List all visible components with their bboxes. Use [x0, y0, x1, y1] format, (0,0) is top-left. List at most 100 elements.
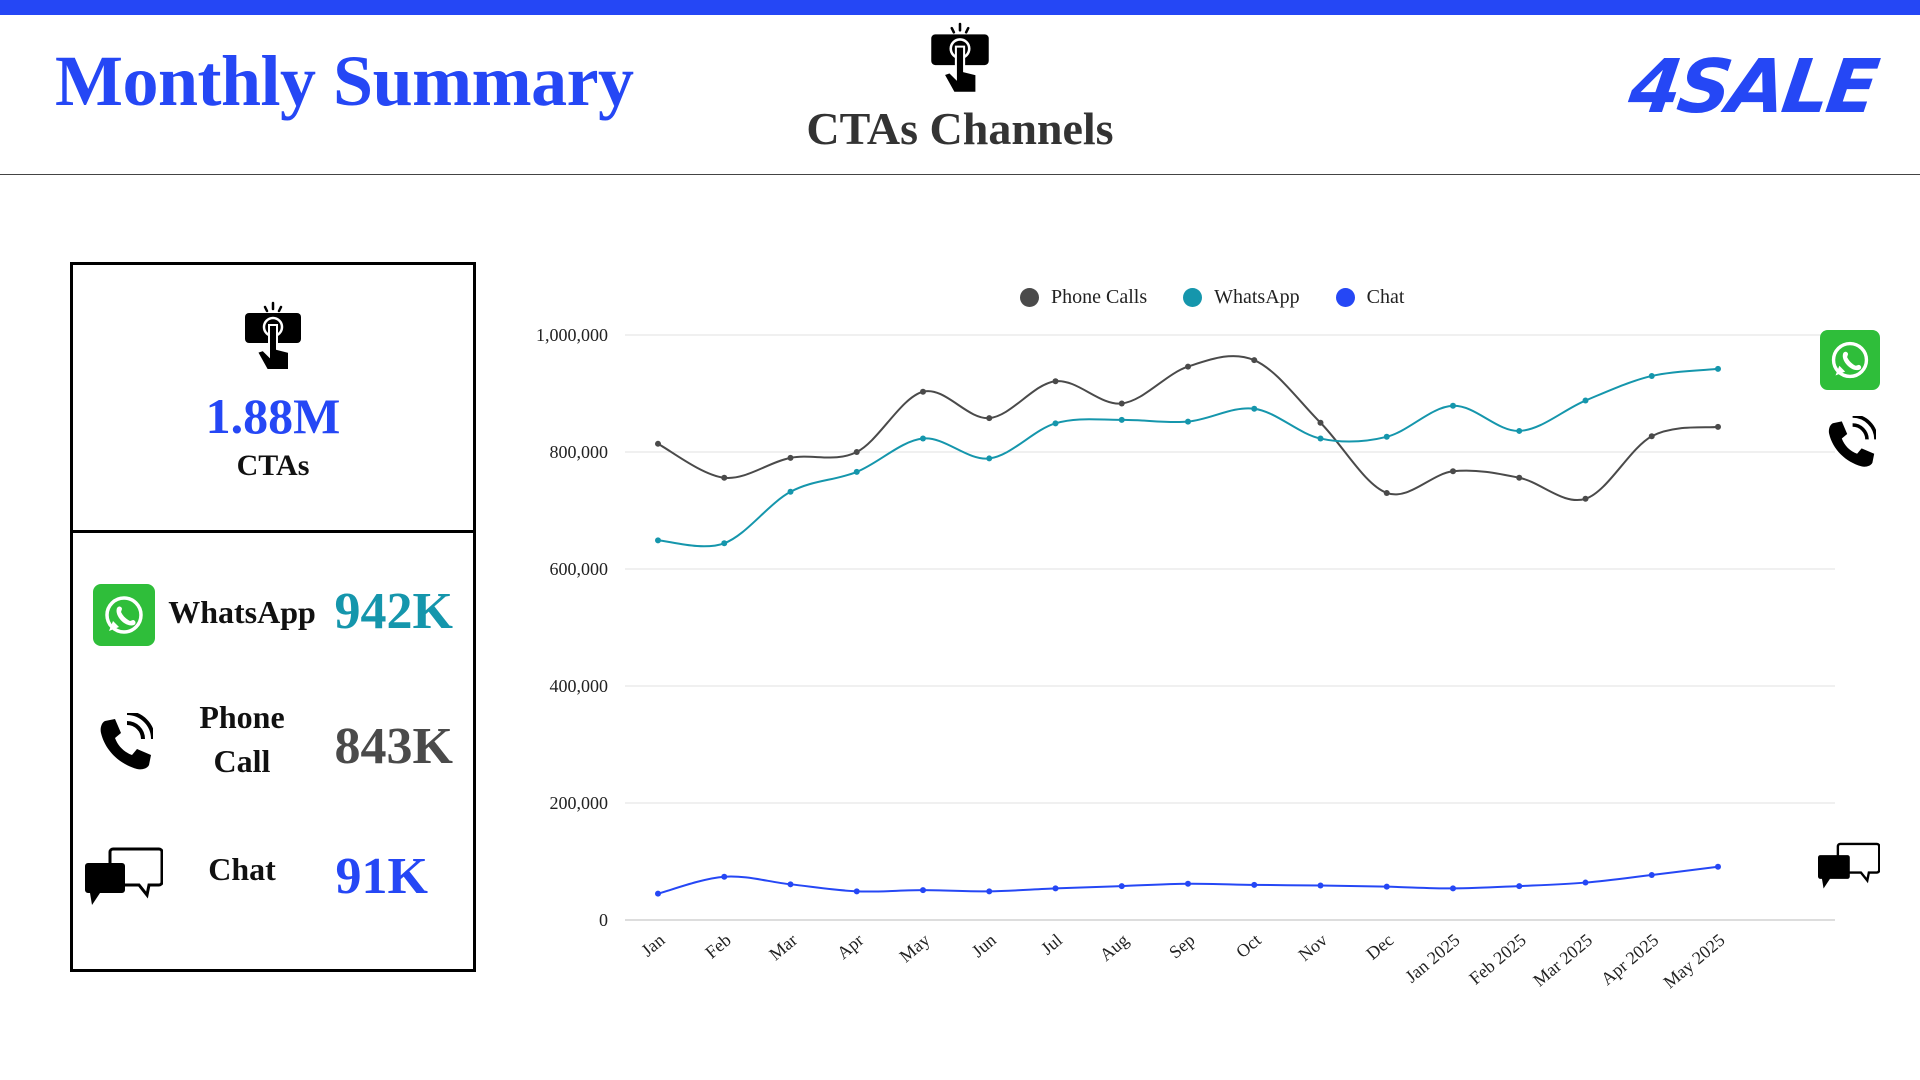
data-point-phone-calls — [1118, 400, 1125, 407]
legend-item-chat: Chat — [1335, 286, 1405, 309]
x-tick-label: Jun — [968, 930, 1000, 961]
data-point-chat — [1383, 883, 1390, 890]
data-point-whatsapp — [1185, 418, 1191, 425]
data-point-phone-calls — [1251, 357, 1258, 364]
data-point-phone-calls — [1450, 468, 1456, 475]
phone-series-icon — [1828, 416, 1876, 467]
data-point-chat — [1251, 881, 1258, 888]
data-point-whatsapp — [1582, 397, 1589, 404]
data-point-chat — [1582, 879, 1589, 886]
tap-cta-icon — [931, 22, 989, 94]
legend-swatch — [1183, 288, 1203, 307]
data-point-phone-calls — [1383, 489, 1390, 496]
legend-label: Chat — [1366, 286, 1405, 308]
total-ctas-card: 1.88M CTAs — [73, 265, 473, 533]
data-point-phone-calls — [986, 415, 993, 422]
x-tick-label: Mar 2025 — [1529, 930, 1596, 991]
chat-row: Chat 91K — [73, 825, 473, 935]
data-point-chat — [1317, 882, 1324, 889]
data-point-whatsapp — [1516, 427, 1523, 434]
whatsapp-row: WhatsApp 942K — [73, 560, 473, 670]
whatsapp-value: 942K — [334, 583, 453, 640]
data-point-phone-calls — [853, 449, 860, 455]
data-point-chat — [1648, 871, 1655, 878]
phone-value: 843K — [334, 718, 453, 775]
chat-icon — [85, 847, 163, 905]
x-tick-label: May 2025 — [1659, 930, 1728, 993]
y-tick-label: 0 — [599, 910, 608, 930]
data-point-whatsapp — [1118, 416, 1125, 423]
chat-value: 91K — [335, 848, 428, 905]
legend-swatch — [1335, 288, 1355, 307]
legend-label: Phone Calls — [1051, 286, 1148, 308]
chart-title: CTAs Channels — [806, 103, 1114, 154]
data-point-whatsapp — [1648, 372, 1655, 379]
data-point-chat — [1715, 863, 1721, 870]
data-point-whatsapp — [655, 537, 661, 544]
x-tick-label: Oct — [1232, 930, 1265, 962]
legend-label: WhatsApp — [1214, 286, 1300, 308]
data-point-whatsapp — [1715, 365, 1721, 372]
data-point-chat — [1118, 883, 1125, 890]
chart-legend: Phone Calls WhatsApp Chat — [1020, 286, 1404, 309]
x-tick-label: Mar — [765, 930, 801, 965]
data-point-phone-calls — [1516, 474, 1523, 481]
data-point-phone-calls — [1317, 419, 1324, 426]
legend-item-phone-calls: Phone Calls — [1020, 286, 1147, 309]
legend-swatch — [1020, 288, 1039, 307]
data-point-phone-calls — [1052, 378, 1059, 385]
y-tick-label: 400,000 — [550, 676, 609, 696]
data-point-phone-calls — [1715, 423, 1721, 430]
tap-cta-icon — [245, 301, 301, 371]
whatsapp-icon — [93, 584, 155, 646]
brand-logo: 4SALE — [1624, 44, 1882, 130]
phone-row: Phone Call 843K — [73, 695, 473, 805]
data-point-phone-calls — [1648, 433, 1655, 440]
x-tick-label: Apr 2025 — [1597, 930, 1662, 989]
phone-icon — [100, 713, 153, 770]
data-point-chat — [1185, 880, 1191, 887]
data-point-chat — [853, 888, 860, 895]
series-line-phone-calls — [657, 355, 1719, 502]
data-point-whatsapp — [1317, 435, 1324, 442]
data-point-phone-calls — [920, 388, 926, 395]
series-line-chat — [657, 865, 1719, 895]
x-tick-label: Jan 2025 — [1401, 930, 1463, 987]
x-tick-label: Feb 2025 — [1465, 930, 1530, 989]
y-tick-label: 200,000 — [550, 793, 609, 813]
data-point-whatsapp — [853, 468, 860, 475]
x-tick-label: Apr — [833, 930, 867, 963]
data-point-whatsapp — [1450, 402, 1456, 409]
center-heading: CTAs Channels — [760, 22, 1160, 155]
data-point-chat — [920, 887, 926, 894]
data-point-whatsapp — [1383, 433, 1390, 440]
data-point-chat — [1052, 885, 1059, 892]
data-point-whatsapp — [787, 488, 794, 495]
x-tick-label: May — [895, 930, 933, 967]
total-ctas-label: CTAs — [236, 449, 310, 482]
data-point-chat — [1450, 885, 1456, 892]
data-point-phone-calls — [787, 454, 794, 461]
top-accent-bar — [0, 0, 1920, 15]
total-ctas-value: 1.88M — [205, 388, 341, 444]
data-point-whatsapp — [1052, 420, 1059, 427]
line-chart: 0 200,000 400,000 600,000 800,000 1,000,000 Ja… — [536, 325, 1835, 993]
x-tick-label: Aug — [1096, 930, 1133, 965]
chat-label: Chat — [208, 851, 276, 887]
header-divider — [0, 174, 1920, 175]
y-tick-label: 800,000 — [550, 442, 609, 462]
x-tick-label: Feb — [701, 930, 735, 963]
data-point-whatsapp — [986, 455, 993, 462]
data-point-phone-calls — [721, 474, 728, 481]
x-tick-label: Jan — [637, 930, 668, 961]
data-point-chat — [1516, 883, 1523, 890]
data-point-whatsapp — [1251, 405, 1258, 412]
data-point-chat — [655, 890, 661, 897]
x-tick-label: Nov — [1294, 930, 1331, 965]
data-point-phone-calls — [1185, 363, 1191, 370]
data-point-phone-calls — [1582, 495, 1589, 502]
data-point-whatsapp — [721, 540, 728, 547]
chat-series-icon — [1818, 842, 1880, 889]
data-point-chat — [986, 888, 993, 895]
data-point-chat — [787, 881, 794, 888]
